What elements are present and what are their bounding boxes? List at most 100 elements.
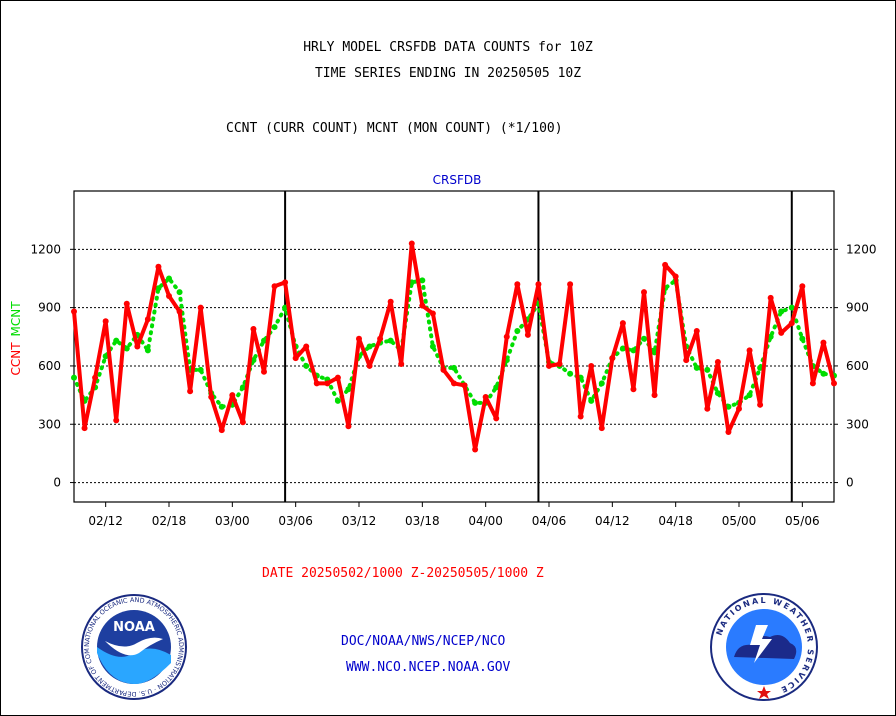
- point-ccnt: [514, 281, 521, 288]
- point-ccnt: [218, 427, 225, 434]
- y-tick-label-left: 300: [38, 417, 61, 431]
- point-mcnt: [619, 345, 626, 352]
- point-ccnt: [123, 300, 130, 307]
- point-ccnt: [746, 347, 753, 354]
- point-ccnt: [651, 392, 658, 399]
- point-ccnt: [113, 417, 120, 424]
- point-ccnt: [588, 362, 595, 369]
- point-ccnt: [166, 292, 172, 299]
- x-tick-label: 02/18: [152, 514, 187, 528]
- point-ccnt: [334, 374, 341, 381]
- point-mcnt: [567, 370, 574, 377]
- point-ccnt: [809, 380, 816, 387]
- point-mcnt: [429, 343, 436, 350]
- noaa-logo: NATIONAL OCEANIC AND ATMOSPHERIC ADMINIS…: [79, 593, 187, 700]
- point-ccnt: [271, 283, 278, 290]
- point-mcnt: [725, 403, 732, 410]
- point-ccnt: [683, 357, 690, 364]
- point-ccnt: [155, 263, 162, 270]
- point-mcnt: [641, 335, 647, 342]
- y-tick-label-left: 0: [53, 476, 61, 490]
- x-tick-label: 04/18: [658, 514, 693, 528]
- x-tick-label: 03/06: [278, 514, 313, 528]
- nws-logo: NATIONAL WEATHER SERVICE: [710, 593, 818, 701]
- point-ccnt: [282, 279, 289, 286]
- point-mcnt: [598, 380, 605, 387]
- x-tick-label: 04/12: [595, 514, 630, 528]
- x-tick-label: 04/00: [468, 514, 503, 528]
- point-mcnt: [799, 335, 806, 342]
- chart-title-line2: TIME SERIES ENDING IN 20250505 10Z: [314, 66, 582, 81]
- point-mcnt: [303, 362, 310, 369]
- point-ccnt: [630, 386, 637, 393]
- point-ccnt: [503, 333, 510, 340]
- plot-frame: [73, 190, 835, 503]
- point-ccnt: [451, 380, 457, 387]
- y-axis-label-mcnt: MCNT: [9, 301, 23, 337]
- point-ccnt: [303, 343, 310, 350]
- point-mcnt: [155, 285, 162, 292]
- axis-labels: 0 0 300 300 600 600 900 900 1200 1200 02/12 02/18 03…: [9, 173, 877, 528]
- point-ccnt: [134, 343, 141, 350]
- x-tick-label: 03/18: [405, 514, 440, 528]
- point-ccnt: [556, 360, 563, 367]
- x-tick-label: 05/06: [785, 514, 820, 528]
- point-ccnt: [736, 405, 742, 412]
- point-mcnt: [239, 384, 246, 391]
- day-separators: [284, 191, 793, 502]
- point-ccnt: [324, 380, 331, 387]
- point-ccnt: [757, 401, 764, 408]
- point-ccnt: [261, 368, 267, 375]
- point-mcnt: [71, 374, 77, 381]
- point-ccnt: [408, 240, 415, 247]
- point-ccnt: [535, 281, 542, 288]
- point-ccnt: [704, 405, 711, 412]
- point-ccnt: [472, 446, 479, 453]
- point-mcnt: [472, 399, 479, 406]
- point-ccnt: [387, 298, 394, 305]
- point-mcnt: [166, 275, 172, 282]
- y-tick-label-right: 600: [846, 359, 869, 373]
- point-mcnt: [176, 289, 183, 296]
- point-ccnt: [493, 415, 500, 422]
- point-ccnt: [672, 273, 679, 280]
- point-ccnt: [92, 374, 99, 381]
- y-tick-label-right: 0: [846, 476, 854, 490]
- point-mcnt: [345, 386, 352, 393]
- point-ccnt: [356, 335, 362, 342]
- point-ccnt: [176, 308, 183, 315]
- axes: [70, 190, 838, 507]
- point-ccnt: [208, 394, 215, 401]
- noaa-logo-text: NOAA: [113, 620, 155, 635]
- point-ccnt: [577, 413, 584, 420]
- point-mcnt: [493, 384, 500, 391]
- x-tick-label: 03/00: [215, 514, 250, 528]
- point-mcnt: [778, 308, 785, 315]
- point-ccnt: [313, 380, 320, 387]
- point-ccnt: [197, 304, 204, 311]
- point-ccnt: [187, 388, 194, 395]
- y-tick-label-left: 1200: [30, 242, 61, 256]
- x-tick-label: 04/06: [532, 514, 567, 528]
- point-ccnt: [461, 382, 468, 389]
- point-ccnt: [820, 339, 827, 346]
- point-ccnt: [641, 289, 647, 296]
- x-tick-label: 02/12: [88, 514, 123, 528]
- point-mcnt: [387, 337, 394, 344]
- point-ccnt: [693, 327, 700, 334]
- point-ccnt: [429, 310, 436, 317]
- point-ccnt: [102, 318, 109, 325]
- point-ccnt: [229, 392, 236, 399]
- point-mcnt: [334, 397, 341, 404]
- point-ccnt: [345, 423, 352, 430]
- point-ccnt: [598, 425, 605, 432]
- point-mcnt: [218, 403, 225, 410]
- y-tick-label-left: 600: [38, 359, 61, 373]
- point-mcnt: [788, 304, 795, 311]
- point-mcnt: [102, 353, 109, 360]
- point-ccnt: [440, 366, 447, 373]
- point-ccnt: [567, 281, 574, 288]
- website-url: WWW.NCO.NCEP.NOAA.GOV: [346, 660, 511, 675]
